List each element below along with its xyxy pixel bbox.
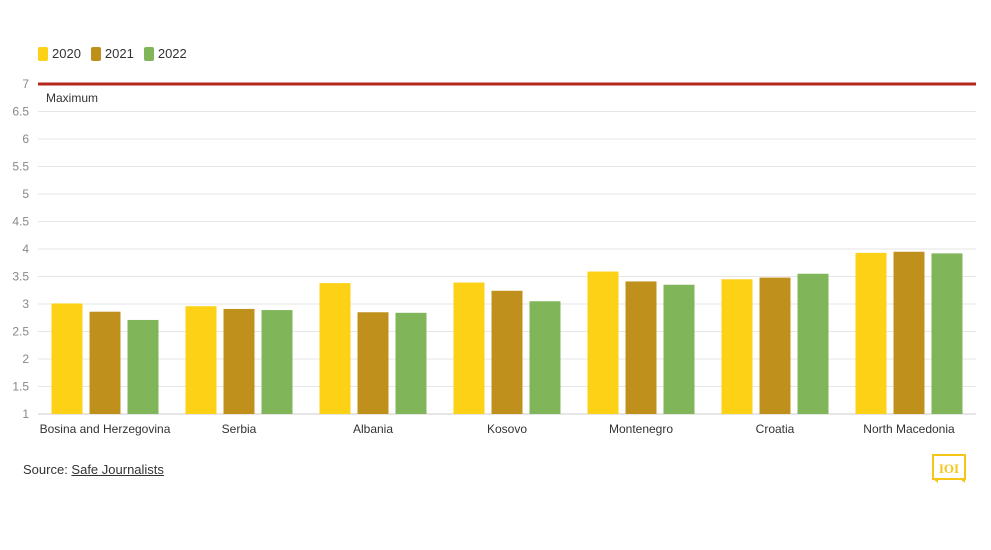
bar-2022	[261, 310, 293, 414]
y-tick-label: 3.5	[12, 270, 29, 284]
legend-swatch	[90, 46, 101, 61]
bar-2021	[89, 311, 121, 414]
category-label: Albania	[353, 422, 393, 436]
legend-item-2021[interactable]: 2021	[90, 46, 134, 61]
legend-swatch	[143, 46, 154, 61]
bar-2021	[625, 281, 657, 414]
legend: 2020 2021 2022	[38, 46, 187, 61]
bar-2022	[663, 284, 695, 414]
legend-label: 2022	[157, 46, 187, 61]
maximum-label: Maximum	[46, 91, 98, 105]
bar-2022	[395, 312, 427, 414]
source-prefix: Source:	[23, 462, 72, 477]
category-label: Croatia	[756, 422, 795, 436]
legend-swatch	[38, 46, 48, 61]
publisher-logo-icon: IOI	[932, 454, 966, 483]
y-tick-label: 4.5	[12, 215, 29, 229]
y-tick-label: 5.5	[12, 160, 29, 174]
bar-2020	[319, 283, 351, 414]
bar-2020	[721, 279, 753, 414]
svg-text:IOI: IOI	[939, 461, 959, 476]
y-tick-label: 7	[22, 77, 29, 91]
bar-2022	[931, 253, 963, 414]
bar-2021	[357, 312, 389, 414]
legend-item-2020[interactable]: 2020	[38, 46, 81, 61]
y-tick-label: 2	[22, 352, 29, 366]
bar-2020	[453, 282, 485, 414]
source-link[interactable]: Safe Journalists	[71, 462, 164, 477]
bar-2021	[223, 308, 255, 414]
y-tick-label: 6	[22, 132, 29, 146]
category-label: North Macedonia	[863, 422, 955, 436]
y-tick-label: 1.5	[12, 380, 29, 394]
chart-svg: 1 1.5 2 2.5 3 3.5 4 4.5 5 5.5 6 6.5 7 Bosina and Herz…	[12, 77, 976, 436]
legend-label: 2020	[52, 46, 81, 61]
bar-2022	[127, 319, 159, 414]
category-label: Kosovo	[487, 422, 527, 436]
y-tick-label: 4	[22, 242, 29, 256]
source-note: Source: Safe Journalists	[23, 462, 164, 477]
bar-2021	[491, 290, 523, 414]
bar-2022	[797, 273, 829, 414]
bar-2020	[185, 306, 217, 414]
bar-2021	[893, 251, 925, 414]
bar-2020	[587, 271, 619, 414]
category-label: Serbia	[222, 422, 257, 436]
bar-2021	[759, 277, 791, 414]
bar-2020	[855, 252, 887, 414]
y-tick-label: 5	[22, 187, 29, 201]
legend-label: 2021	[104, 46, 134, 61]
y-tick-label: 3	[22, 297, 29, 311]
category-label: Bosina and Herzegovina	[40, 422, 171, 436]
category-label: Montenegro	[609, 422, 673, 436]
bar-2022	[529, 301, 561, 414]
bar-2020	[51, 303, 83, 414]
y-tick-label: 2.5	[12, 325, 29, 339]
y-tick-label: 6.5	[12, 105, 29, 119]
legend-item-2022[interactable]: 2022	[143, 46, 187, 61]
y-tick-label: 1	[22, 407, 29, 421]
